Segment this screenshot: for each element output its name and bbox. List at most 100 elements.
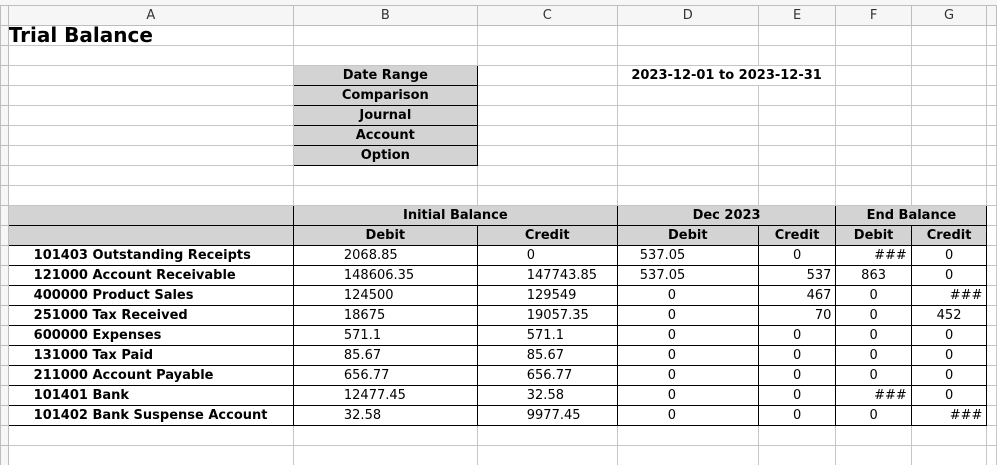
cell[interactable] xyxy=(476,445,618,465)
subheader-credit[interactable]: Credit xyxy=(476,225,618,246)
corner-cell[interactable] xyxy=(0,5,9,26)
column-header-e[interactable]: E xyxy=(757,5,837,26)
row-header[interactable] xyxy=(0,85,9,106)
cell[interactable] xyxy=(7,185,294,206)
row-header[interactable] xyxy=(0,245,9,266)
cell[interactable] xyxy=(292,445,478,465)
filter-label-date-range[interactable]: Date Range xyxy=(292,65,478,86)
cell[interactable] xyxy=(986,205,997,226)
cell[interactable] xyxy=(757,445,837,465)
amount-cell[interactable]: 85.67 xyxy=(476,345,618,366)
cell[interactable] xyxy=(986,85,997,106)
group-header-end-balance[interactable]: End Balance xyxy=(835,205,988,226)
amount-cell[interactable]: 0 xyxy=(910,265,988,286)
amount-cell[interactable]: 656.77 xyxy=(476,365,618,386)
row-header[interactable] xyxy=(0,165,9,186)
cell[interactable] xyxy=(910,425,988,446)
amount-cell[interactable]: 85.67 xyxy=(292,345,478,366)
filter-label-option[interactable]: Option xyxy=(292,145,478,166)
row-header[interactable] xyxy=(0,105,9,126)
account-name[interactable]: 121000 Account Receivable xyxy=(7,265,294,286)
cell[interactable] xyxy=(835,25,912,46)
cell[interactable] xyxy=(986,445,997,465)
column-header-g[interactable]: G xyxy=(910,5,988,26)
account-name[interactable]: 400000 Product Sales xyxy=(7,285,294,306)
amount-cell[interactable]: 0 xyxy=(757,245,837,266)
amount-cell[interactable]: 0 xyxy=(616,325,759,346)
cell[interactable] xyxy=(986,285,997,306)
amount-cell[interactable]: 0 xyxy=(910,245,988,266)
amount-cell[interactable]: 129549 xyxy=(476,285,618,306)
cell[interactable] xyxy=(757,425,837,446)
row-header[interactable] xyxy=(0,365,9,386)
amount-cell[interactable]: 0 xyxy=(835,345,912,366)
filter-label-comparison[interactable]: Comparison xyxy=(292,85,478,106)
amount-cell[interactable]: 124500 xyxy=(292,285,478,306)
cell[interactable] xyxy=(616,45,759,66)
cell[interactable] xyxy=(616,85,759,106)
amount-cell[interactable]: ### xyxy=(910,405,988,426)
amount-cell[interactable]: 571.1 xyxy=(476,325,618,346)
cell[interactable] xyxy=(986,325,997,346)
amount-cell[interactable]: 0 xyxy=(835,325,912,346)
amount-cell[interactable]: 0 xyxy=(757,405,837,426)
cell[interactable] xyxy=(986,365,997,386)
group-header-period[interactable]: Dec 2023 xyxy=(616,205,837,226)
account-name[interactable]: 101402 Bank Suspense Account xyxy=(7,405,294,426)
cell[interactable] xyxy=(7,85,294,106)
cell[interactable] xyxy=(616,165,759,186)
amount-cell[interactable]: 537.05 xyxy=(616,265,759,286)
cell[interactable] xyxy=(757,165,837,186)
filter-label-journal[interactable]: Journal xyxy=(292,105,478,126)
cell[interactable] xyxy=(476,425,618,446)
cell[interactable] xyxy=(986,25,997,46)
cell[interactable] xyxy=(986,165,997,186)
cell[interactable] xyxy=(616,145,759,166)
cell[interactable] xyxy=(476,105,618,126)
cell[interactable] xyxy=(835,165,912,186)
cell[interactable] xyxy=(835,105,912,126)
account-name[interactable]: 600000 Expenses xyxy=(7,325,294,346)
cell[interactable] xyxy=(7,445,294,465)
amount-cell[interactable]: ### xyxy=(835,385,912,406)
cell[interactable] xyxy=(986,145,997,166)
subheader-debit[interactable]: Debit xyxy=(616,225,759,246)
amount-cell[interactable]: 32.58 xyxy=(476,385,618,406)
amount-cell[interactable]: 70 xyxy=(757,305,837,326)
cell[interactable] xyxy=(986,225,997,246)
filter-label-account[interactable]: Account xyxy=(292,125,478,146)
report-title[interactable]: Trial Balance xyxy=(7,25,294,46)
cell[interactable] xyxy=(7,65,294,86)
row-header[interactable] xyxy=(0,305,9,326)
group-header-initial-balance[interactable]: Initial Balance xyxy=(292,205,618,226)
cell[interactable] xyxy=(757,105,837,126)
cell[interactable] xyxy=(835,185,912,206)
cell[interactable] xyxy=(835,425,912,446)
cell[interactable] xyxy=(910,445,988,465)
cell[interactable] xyxy=(757,25,837,46)
account-name[interactable]: 251000 Tax Received xyxy=(7,305,294,326)
cell[interactable] xyxy=(986,265,997,286)
amount-cell[interactable]: 9977.45 xyxy=(476,405,618,426)
column-header-f[interactable]: F xyxy=(835,5,912,26)
amount-cell[interactable]: 537 xyxy=(757,265,837,286)
cell[interactable] xyxy=(910,125,988,146)
amount-cell[interactable]: 0 xyxy=(616,365,759,386)
cell[interactable] xyxy=(757,185,837,206)
cell[interactable] xyxy=(986,65,997,86)
cell[interactable] xyxy=(7,105,294,126)
amount-cell[interactable]: 0 xyxy=(616,345,759,366)
cell[interactable] xyxy=(986,305,997,326)
column-header-d[interactable]: D xyxy=(616,5,759,26)
cell[interactable] xyxy=(986,185,997,206)
subheader-debit[interactable]: Debit xyxy=(835,225,912,246)
cell[interactable] xyxy=(835,125,912,146)
cell[interactable] xyxy=(476,65,618,86)
amount-cell[interactable]: 0 xyxy=(616,285,759,306)
account-name[interactable]: 211000 Account Payable xyxy=(7,365,294,386)
row-header[interactable] xyxy=(0,205,9,226)
cell[interactable] xyxy=(292,25,478,46)
cell[interactable] xyxy=(616,125,759,146)
amount-cell[interactable]: 0 xyxy=(757,365,837,386)
cell[interactable] xyxy=(910,165,988,186)
